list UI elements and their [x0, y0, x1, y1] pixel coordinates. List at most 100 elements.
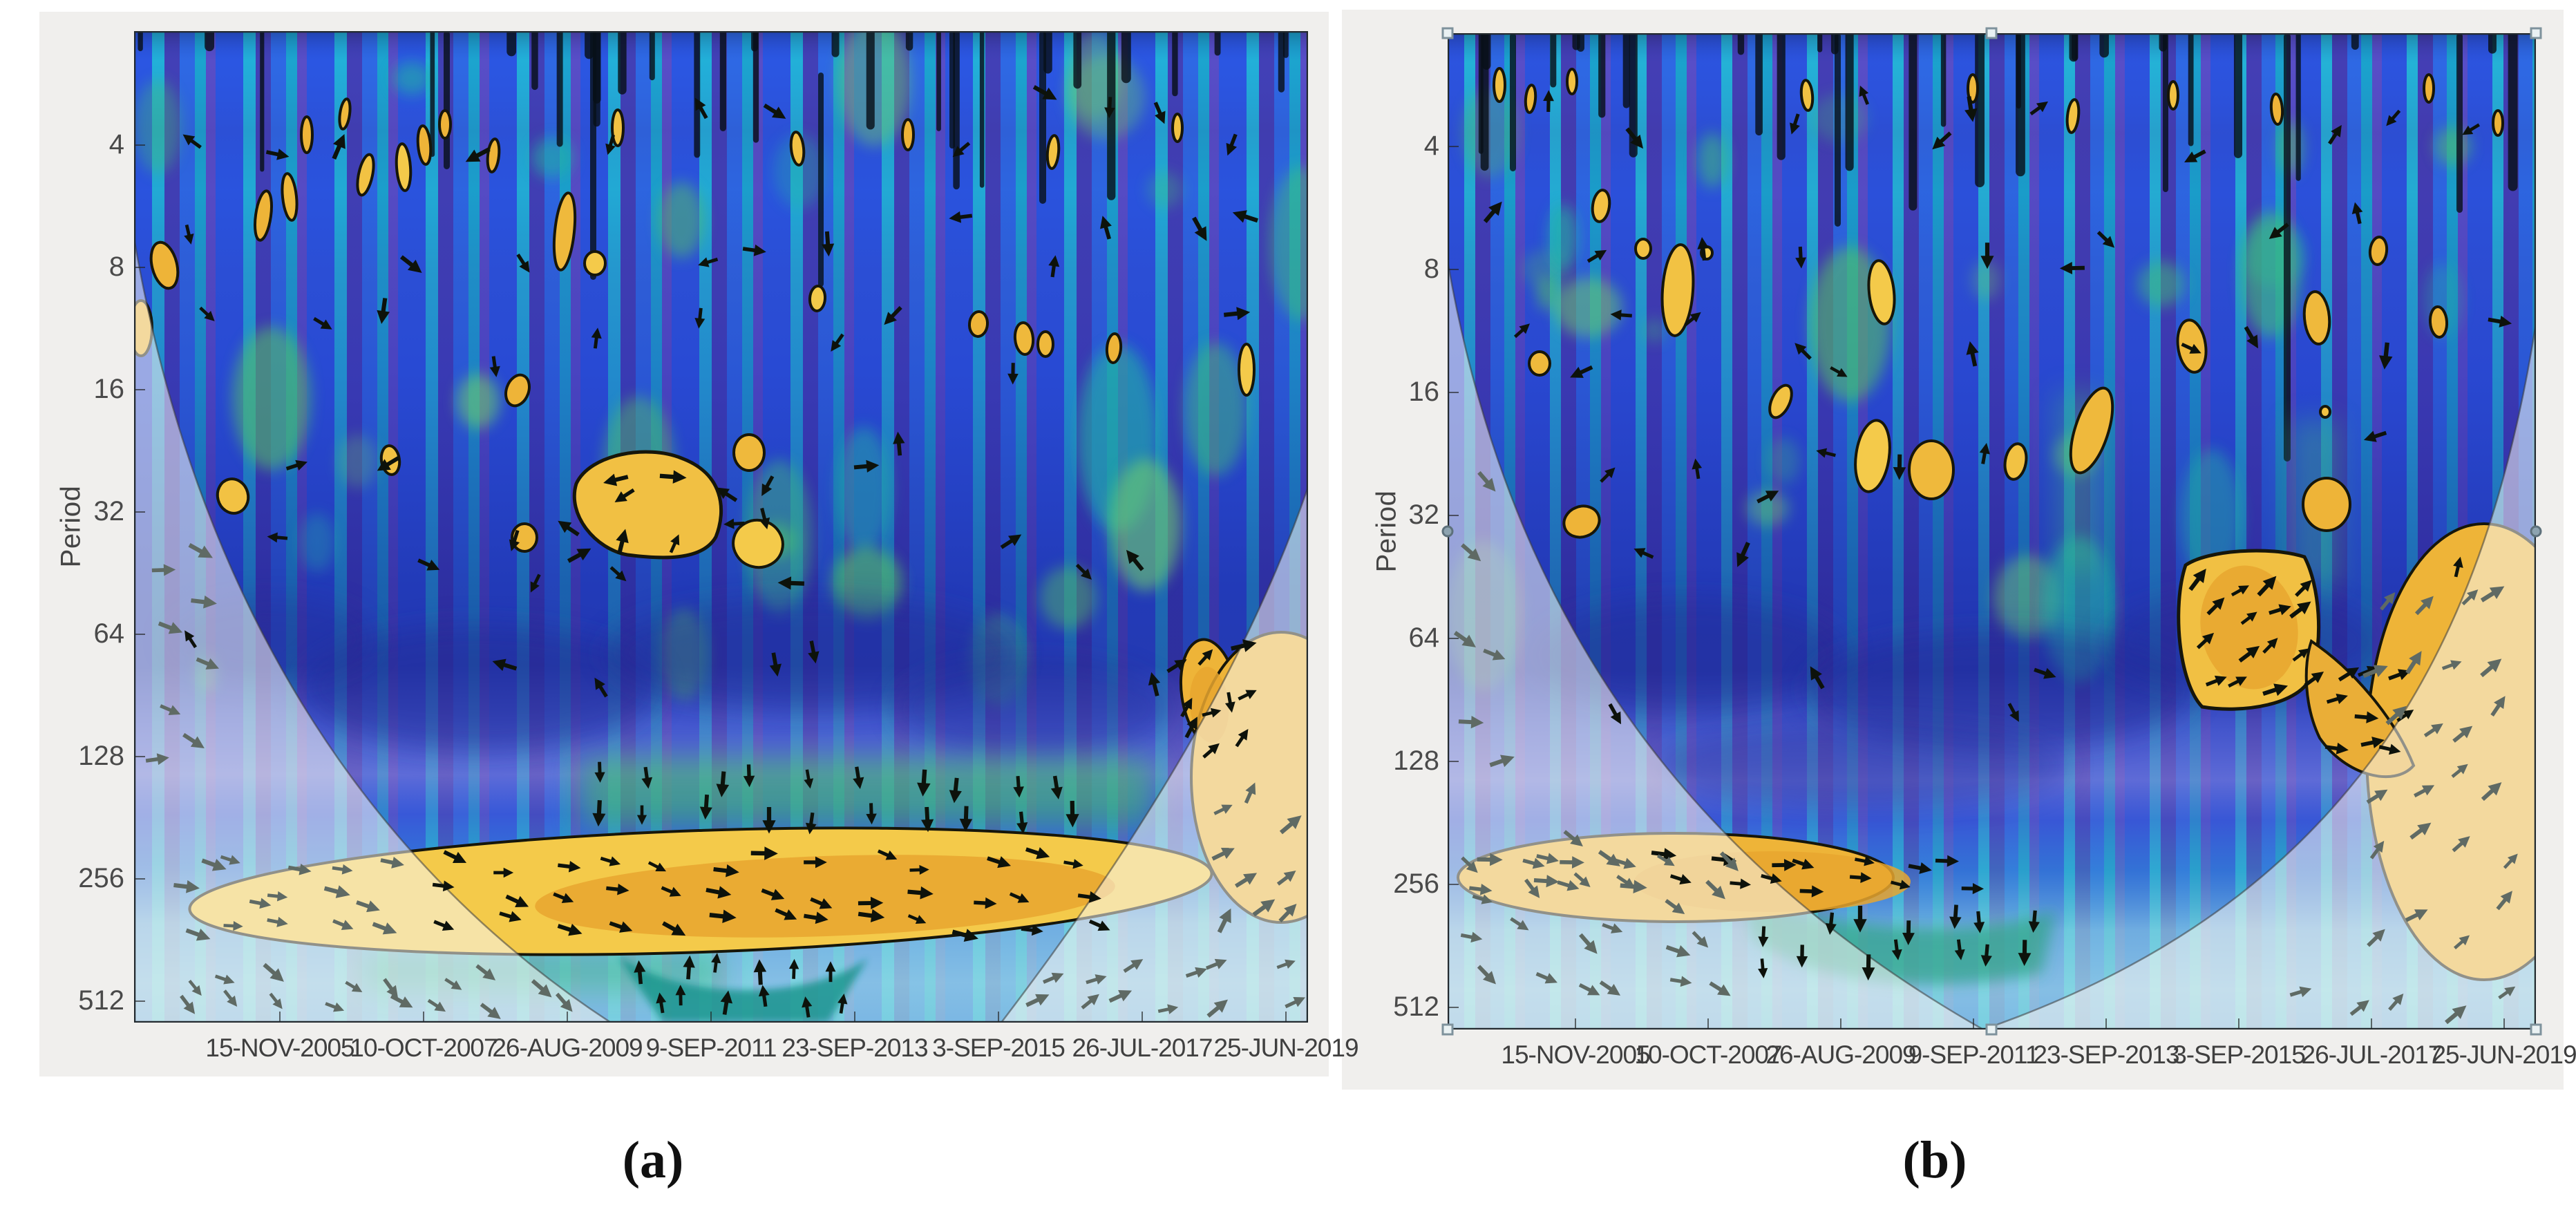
contour-streak — [2488, 33, 2497, 54]
heatmap-features-layer — [1448, 33, 2536, 984]
contour-streak — [818, 73, 824, 287]
contour-streak — [1214, 31, 1221, 56]
selection-handle-top-right[interactable] — [2530, 27, 2542, 39]
significant-region — [901, 118, 915, 151]
contour-streak — [1572, 33, 1580, 50]
coherence-wisp — [1548, 204, 1578, 271]
axes-frame — [134, 31, 1308, 1023]
contour-streak — [694, 31, 701, 158]
contour-streak — [752, 31, 759, 143]
significant-region — [1660, 243, 1695, 337]
significant-region — [254, 189, 273, 242]
contour-streak — [444, 31, 450, 169]
wavelet-coherence-plot-a — [134, 31, 1308, 1023]
x-tick-date: 25-JUN-2019 — [2432, 1041, 2576, 1069]
coherence-wisp — [232, 326, 311, 471]
selection-handle-top-center[interactable] — [1985, 27, 1998, 39]
significant-region — [149, 240, 180, 290]
y-tick: 32 — [1408, 500, 1440, 530]
significant-region — [1768, 383, 1793, 419]
contour-streak — [866, 31, 875, 130]
contour-streak — [2099, 33, 2109, 58]
axis-tick-marks — [135, 144, 1287, 1021]
x-tick-date: 26-AUG-2009 — [492, 1034, 643, 1062]
contour-streak — [1278, 31, 1285, 93]
contour-streak — [506, 31, 517, 57]
contour-streak — [1039, 31, 1046, 204]
x-tick-date: 25-JUN-2019 — [1213, 1034, 1358, 1062]
x-axis-ticks-a: 15-NOV-2005 10-OCT-2007 26-AUG-2009 9-SE… — [134, 1034, 1358, 1068]
coherence-wisp — [1971, 260, 2000, 300]
coherence-wisp — [1039, 566, 1097, 629]
coherence-wisp — [1746, 490, 1790, 526]
wavelet-coherence-plot-b — [1448, 33, 2536, 1030]
y-tick: 16 — [1408, 377, 1440, 407]
significant-region — [1799, 79, 1815, 112]
selection-handle-bottom-right[interactable] — [2530, 1023, 2542, 1036]
cone-of-influence-shade-right — [1983, 323, 2536, 1030]
contour-streak — [2188, 33, 2194, 146]
contour-streak — [1845, 33, 1854, 171]
significant-region — [281, 172, 299, 222]
contour-streak — [1777, 33, 1786, 160]
x-axis-ticks-b: 15-NOV-2005 10-OCT-2007 26-AUG-2009 9-SE… — [1448, 1041, 2576, 1075]
contour-streak — [1282, 31, 1289, 58]
contour-streak — [1622, 33, 1630, 108]
cone-of-influence-shade-left — [134, 238, 611, 1023]
significant-region — [1867, 259, 1896, 325]
contour-streak — [2233, 33, 2243, 158]
significant-region — [504, 373, 531, 408]
x-tick-date: 23-SEP-2013 — [782, 1034, 928, 1062]
contour-streak — [1975, 33, 1985, 187]
y-tick: 4 — [1423, 131, 1439, 161]
selection-handle-middle-left[interactable] — [1441, 525, 1454, 538]
contour-streak — [2295, 33, 2301, 181]
significant-region — [572, 450, 723, 560]
contour-streak — [1755, 33, 1763, 136]
significant-region — [2492, 109, 2504, 137]
contour-streak — [1550, 33, 1557, 88]
contour-streak — [1073, 31, 1082, 89]
contour-streak — [2508, 33, 2518, 191]
coherence-wisp — [659, 182, 704, 258]
contour-streak — [1121, 31, 1131, 84]
significant-region — [2269, 93, 2284, 126]
x-tick-date: 15-NOV-2005 — [205, 1034, 354, 1062]
contour-streak — [1172, 31, 1178, 97]
significant-region — [2368, 236, 2389, 266]
coherence-wisp — [1146, 171, 1182, 208]
y-tick: 512 — [1393, 991, 1439, 1022]
coherence-wisp — [392, 61, 432, 95]
significant-region — [2069, 386, 2114, 475]
selection-handle-top-left[interactable] — [1441, 27, 1454, 39]
low-coherence-shadow — [1655, 724, 2070, 807]
selection-handle-bottom-left[interactable] — [1441, 1023, 1454, 1036]
high-coherence-core — [2200, 565, 2298, 690]
coherence-wisp — [1767, 437, 1800, 485]
cone-of-influence-boundary — [134, 238, 1308, 1023]
cone-of-influence-shade-left — [1448, 261, 1983, 1030]
contour-streak — [649, 31, 655, 81]
heatmap-a — [134, 31, 1308, 1023]
significant-region — [2003, 442, 2028, 481]
contour-streak — [1909, 33, 1917, 211]
low-coherence-shadow — [1807, 631, 2194, 748]
significant-region — [1591, 189, 1611, 223]
contour-streak — [590, 31, 596, 280]
contour-streak — [2163, 33, 2168, 192]
significant-region — [2423, 73, 2435, 104]
coherence-wisp — [134, 79, 181, 174]
significant-region — [1908, 439, 1955, 500]
y-tick: 512 — [78, 985, 124, 1016]
significant-region — [1036, 330, 1054, 358]
selection-handle-middle-right[interactable] — [2530, 525, 2542, 538]
coherence-wisp — [1554, 277, 1622, 338]
significant-region — [395, 142, 413, 192]
coherence-wisp — [457, 374, 500, 429]
selection-handle-bottom-center[interactable] — [1985, 1023, 1998, 1036]
coherence-wisp — [1269, 166, 1308, 321]
significant-region — [1238, 343, 1256, 397]
significant-region — [300, 115, 314, 154]
y-tick: 64 — [93, 618, 125, 649]
significant-region — [338, 97, 352, 131]
